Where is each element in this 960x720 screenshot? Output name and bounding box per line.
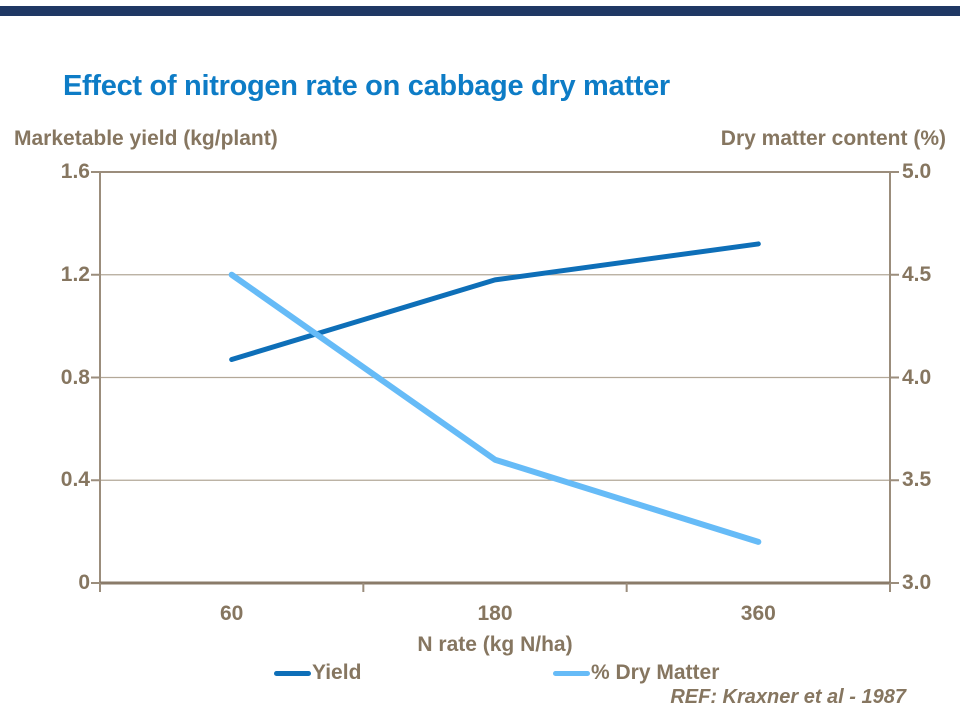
- dry-matter-legend-label: % Dry Matter: [591, 661, 720, 684]
- legend-item-yield: Yield: [274, 660, 361, 686]
- chart-title: Effect of nitrogen rate on cabbage dry m…: [63, 70, 670, 102]
- top-accent-bar: [0, 6, 960, 16]
- dry-matter-line: [228, 271, 762, 545]
- reference-citation: REF: Kraxner et al - 1987: [670, 686, 906, 708]
- dry-matter-legend-swatch: [553, 670, 590, 676]
- yield-legend-label: Yield: [312, 661, 362, 684]
- yield-line: [229, 241, 761, 363]
- x-axis-title: N rate (kg N/ha): [417, 633, 573, 656]
- legend-item-dry-matter: % Dry Matter: [553, 660, 719, 686]
- left-axis-title: Marketable yield (kg/plant): [14, 127, 278, 150]
- right-axis-title: Dry matter content (%): [720, 127, 946, 150]
- yield-legend-swatch: [274, 670, 311, 676]
